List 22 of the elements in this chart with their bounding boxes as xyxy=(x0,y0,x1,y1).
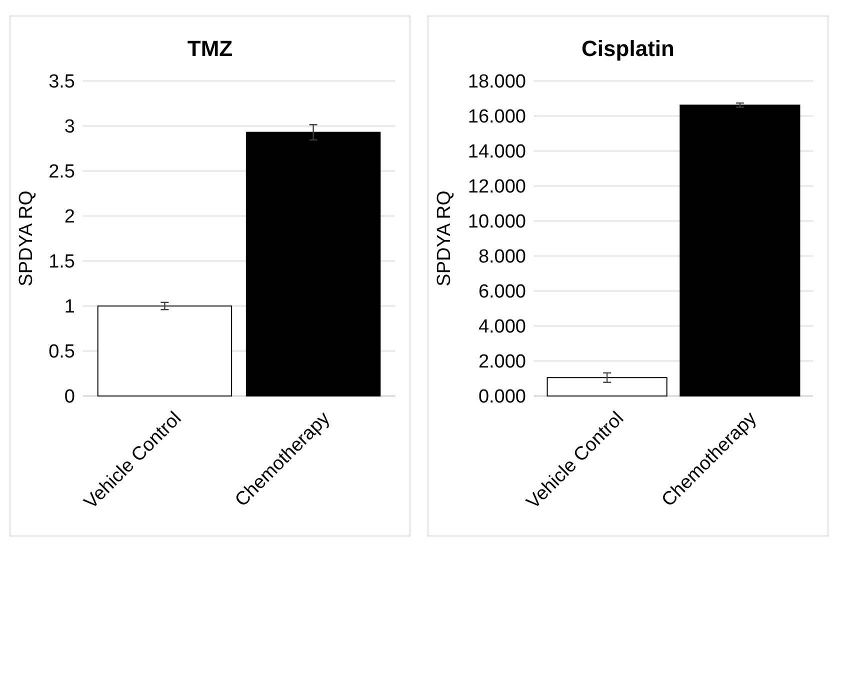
chart-title: Cisplatin xyxy=(582,36,674,61)
y-tick-label: 12.000 xyxy=(468,176,526,198)
y-tick-label: 16.000 xyxy=(468,106,526,128)
y-tick-label: 2.000 xyxy=(478,352,526,373)
y-tick-label: 0.5 xyxy=(48,342,75,363)
y-tick-label: 10.000 xyxy=(468,212,526,233)
y-tick-label: 2 xyxy=(64,206,75,228)
y-tick-label: 1 xyxy=(64,296,75,318)
y-tick-label: 3 xyxy=(64,116,75,138)
y-tick-label: 3.5 xyxy=(48,72,75,93)
y-axis-title: SPDYA RQ xyxy=(16,190,37,286)
y-tick-label: 6.000 xyxy=(478,282,526,303)
y-tick-label: 0.000 xyxy=(478,386,526,408)
y-axis-title: SPDYA RQ xyxy=(434,190,455,286)
y-tick-label: 0 xyxy=(64,386,75,408)
y-tick-label: 1.5 xyxy=(48,252,75,273)
y-tick-label: 18.000 xyxy=(468,72,526,93)
y-tick-label: 4.000 xyxy=(478,316,526,338)
y-tick-label: 14.000 xyxy=(468,142,526,163)
y-tick-label: 2.5 xyxy=(48,162,75,183)
chart-title: TMZ xyxy=(187,36,233,61)
y-tick-label: 8.000 xyxy=(478,246,526,268)
